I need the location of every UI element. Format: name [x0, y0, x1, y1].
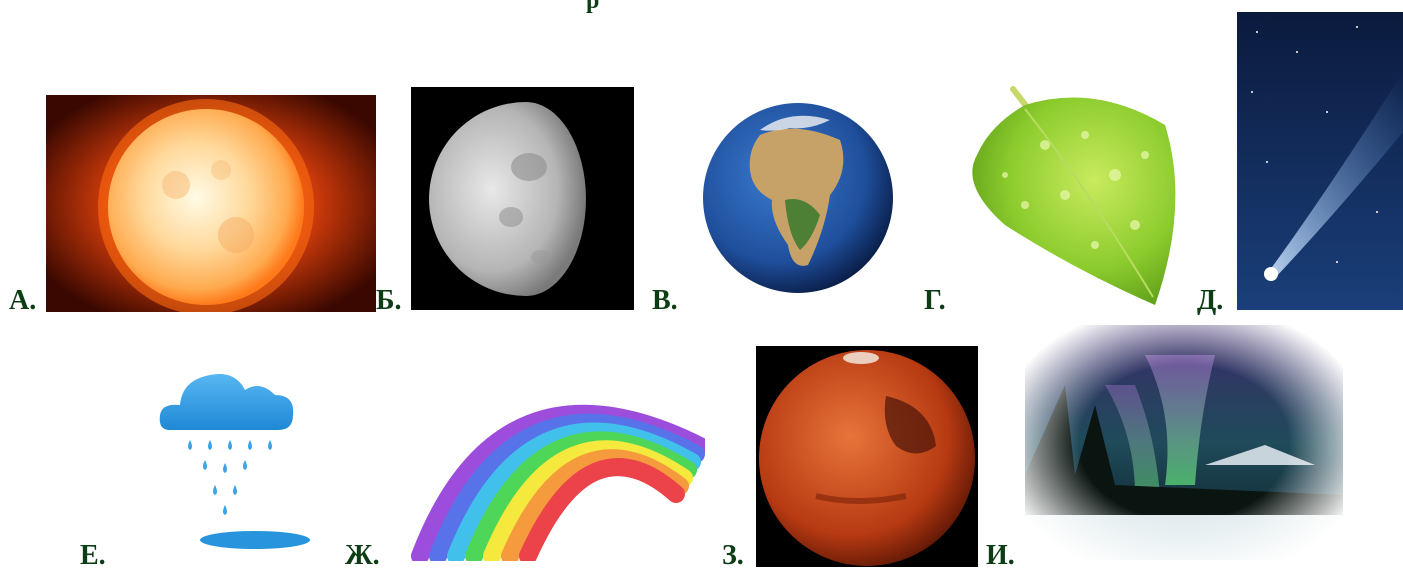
rainbow-image: [400, 336, 705, 561]
sun-image: [46, 95, 376, 312]
label-v: В.: [652, 285, 678, 316]
label-a: А.: [9, 285, 37, 316]
label-e: Е.: [80, 540, 106, 571]
page-title-fragment: р: [586, 0, 600, 14]
mars-image: [756, 346, 978, 567]
label-b: Б.: [376, 285, 402, 316]
earth-image: [700, 100, 896, 296]
comet-image: [1237, 12, 1403, 310]
label-i: И.: [986, 540, 1015, 571]
aurora-image: [1025, 325, 1343, 560]
leaf-image: [965, 85, 1183, 307]
label-g: Г.: [924, 285, 946, 316]
label-zh: Ж.: [345, 540, 380, 571]
rain-cloud-image: [110, 345, 330, 555]
label-d: Д.: [1197, 285, 1224, 316]
label-z: З.: [722, 540, 744, 571]
moon-image: [411, 87, 634, 310]
